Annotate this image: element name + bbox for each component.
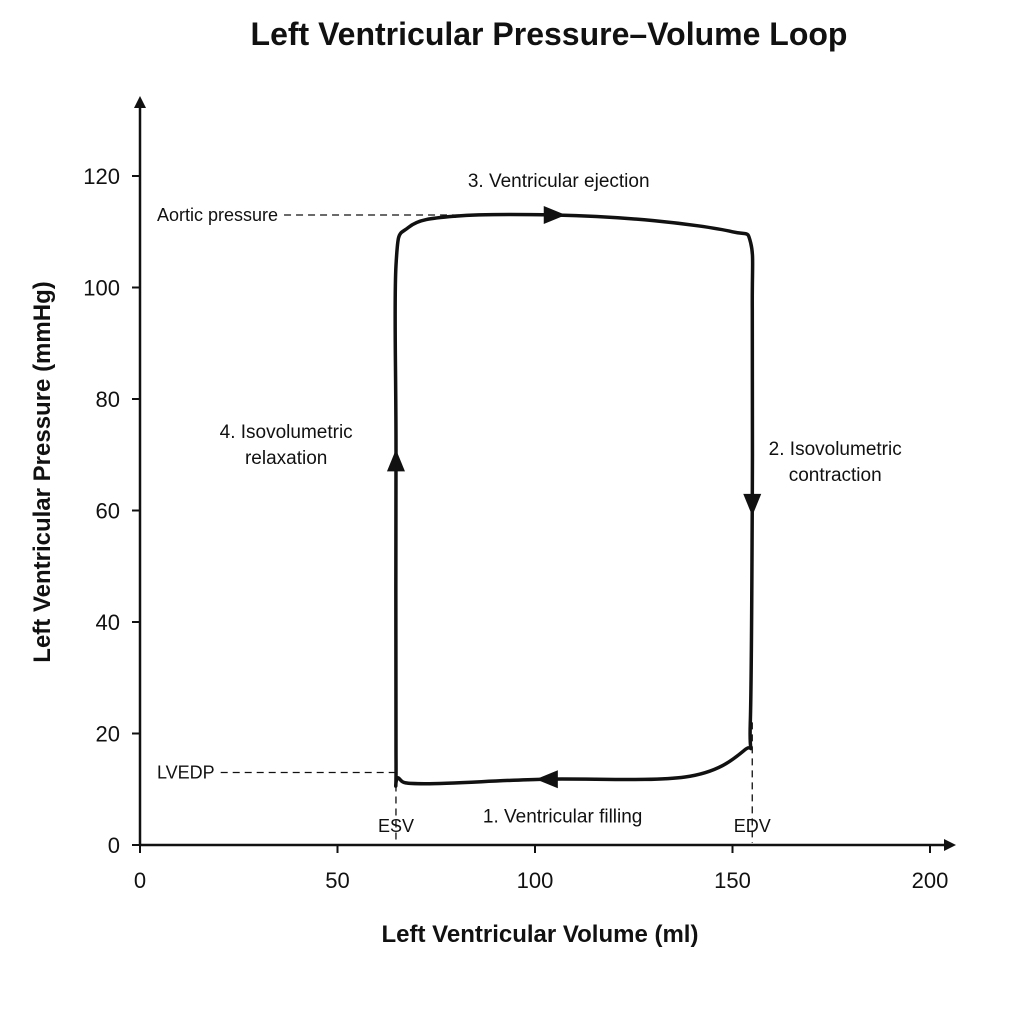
phase-annotation-line: 1. Ventricular filling (483, 807, 642, 828)
y-tick-label: 0 (108, 833, 120, 858)
y-tick-label: 40 (96, 610, 120, 635)
ref-label-aortic-pressure: Aortic pressure (157, 205, 278, 225)
loop-direction-arrow-right (543, 206, 566, 225)
ref-label-lvedp: LVEDP (157, 763, 215, 783)
x-tick-label: 50 (325, 868, 349, 893)
phase-annotation-line: 2. Isovolumetric (769, 439, 902, 460)
y-tick-label: 20 (96, 722, 120, 747)
y-axis-ticks: 0 20 40 60 80 100 120 (83, 164, 140, 858)
y-axis-title: Left Ventricular Pressure (mmHg) (29, 281, 56, 662)
x-axis-ticks: 0 50 100 150 200 (134, 845, 948, 893)
phase-annotation: 1. Ventricular filling (483, 807, 642, 828)
phase-annotation-line: relaxation (245, 448, 327, 469)
x-tick-label: 150 (714, 868, 751, 893)
phase-annotation-line: contraction (789, 465, 882, 486)
x-axis-title: Left Ventricular Volume (ml) (382, 921, 699, 948)
pv-loop-line (393, 212, 755, 788)
pv-loop (386, 206, 762, 789)
loop-direction-arrow-down (743, 493, 762, 516)
phase-annotation-line: 3. Ventricular ejection (468, 171, 650, 192)
chart-title: Left Ventricular Pressure–Volume Loop (251, 16, 848, 52)
phase-annotations: 3. Ventricular ejection 2. Isovolumetric c… (220, 171, 902, 828)
ref-label-edv: EDV (734, 816, 771, 836)
x-tick-label: 100 (517, 868, 554, 893)
phase-annotation: 3. Ventricular ejection (468, 171, 650, 192)
phase-annotation-line: 4. Isovolumetric (220, 422, 353, 443)
y-tick-label: 60 (96, 499, 120, 524)
y-tick-label: 120 (83, 164, 120, 189)
loop-direction-arrow-up (386, 449, 405, 472)
x-tick-label: 0 (134, 868, 146, 893)
phase-annotation: 2. Isovolumetric contraction (769, 439, 902, 486)
ref-label-esv: ESV (378, 816, 414, 836)
y-tick-label: 80 (96, 387, 120, 412)
reference-lines: Aortic pressure LVEDP ESV EDV (157, 205, 771, 843)
phase-annotation: 4. Isovolumetric relaxation (220, 422, 353, 469)
loop-direction-arrow-left (535, 770, 558, 789)
x-tick-label: 200 (912, 868, 949, 893)
y-tick-label: 100 (83, 276, 120, 301)
